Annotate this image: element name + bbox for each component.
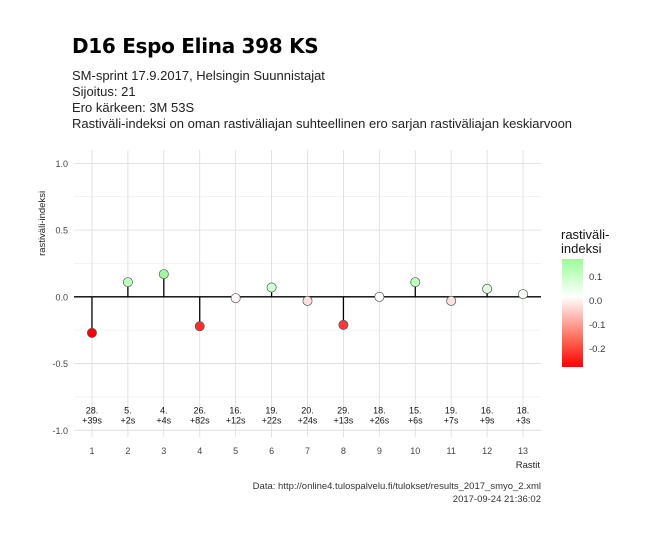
legend-title-line1: rastiväli- — [561, 227, 610, 242]
y-tick-label: -0.5 — [52, 359, 68, 369]
point-rank-label: 19. — [445, 406, 458, 416]
x-tick-label: 10 — [410, 446, 420, 456]
data-point — [302, 295, 313, 306]
x-tick-label: 5 — [233, 446, 238, 456]
point-diff-label: +39s — [82, 416, 102, 426]
subtitle-gap: Ero kärkeen: 3M 53S — [72, 100, 195, 115]
x-tick-label: 7 — [305, 446, 310, 456]
point-diff-label: +7s — [444, 416, 459, 426]
point-rank-label: 15. — [409, 406, 422, 416]
subtitle-description: Rastiväli-indeksi on oman rastiväliajan … — [72, 116, 573, 131]
x-tick-label: 3 — [161, 446, 166, 456]
data-point — [87, 327, 97, 338]
data-point — [230, 293, 241, 304]
point-rank-label: 19. — [265, 406, 278, 416]
x-tick-label: 4 — [197, 446, 202, 456]
y-tick-label: 1.0 — [55, 159, 68, 169]
point-rank-label: 5. — [124, 406, 132, 416]
point-rank-label: 16. — [229, 406, 242, 416]
chart-subtitle: SM-sprint 17.9.2017, Helsingin Suunnista… — [72, 68, 572, 132]
x-tick-label: 6 — [269, 446, 274, 456]
x-tick-label: 1 — [89, 446, 94, 456]
point-diff-label: +4s — [156, 416, 171, 426]
legend-title-line2: indeksi — [561, 241, 602, 256]
legend-tick-label: -0.1 — [589, 320, 606, 332]
point-rank-label: 18. — [373, 406, 386, 416]
chart-title: D16 Espo Elina 398 KS — [72, 34, 319, 58]
data-point — [266, 282, 277, 293]
data-point — [410, 277, 421, 288]
point-diff-label: +3s — [516, 416, 531, 426]
subtitle-rank: Sijoitus: 21 — [72, 84, 136, 99]
data-point — [158, 269, 169, 280]
point-rank-label: 28. — [86, 406, 99, 416]
data-point — [122, 277, 133, 288]
data-point — [446, 295, 457, 306]
data-point — [374, 291, 385, 302]
point-rank-label: 29. — [337, 406, 350, 416]
point-rank-label: 18. — [517, 406, 530, 416]
point-diff-label: +2s — [121, 416, 136, 426]
point-diff-label: +82s — [190, 416, 210, 426]
y-tick-label: 0.0 — [55, 292, 68, 302]
legend-tick-label: -0.2 — [589, 344, 606, 356]
point-diff-label: +22s — [262, 416, 282, 426]
point-rank-label: 4. — [160, 406, 168, 416]
y-axis-title: rastiväli-indeksi — [37, 191, 48, 256]
x-tick-label: 9 — [377, 446, 382, 456]
subtitle-event: SM-sprint 17.9.2017, Helsingin Suunnista… — [72, 68, 325, 83]
point-diff-label: +13s — [334, 416, 354, 426]
x-tick-label: 8 — [341, 446, 346, 456]
legend-title: rastiväli- indeksi — [561, 228, 609, 256]
caption-source: Data: http://online4.tulospalvelu.fi/tul… — [252, 481, 541, 492]
y-tick-label: -1.0 — [52, 426, 68, 436]
x-tick-label: 11 — [447, 446, 456, 456]
legend-colorbar — [562, 259, 583, 367]
chart-caption: Data: http://online4.tulospalvelu.fi/tul… — [253, 480, 541, 506]
data-point — [194, 321, 205, 332]
x-axis-title: Rastit — [516, 460, 541, 471]
y-tick-label: 0.5 — [55, 226, 68, 236]
point-rank-label: 16. — [481, 406, 494, 416]
point-rank-label: 26. — [193, 406, 206, 416]
x-tick-label: 12 — [482, 446, 492, 456]
point-diff-label: +26s — [369, 416, 389, 426]
point-diff-label: +6s — [408, 416, 423, 426]
point-diff-label: +12s — [226, 416, 246, 426]
legend-tick-label: 0.0 — [589, 296, 603, 308]
point-diff-label: +9s — [480, 416, 495, 426]
data-point — [482, 283, 493, 294]
x-tick-label: 2 — [125, 446, 130, 456]
caption-timestamp: 2017-09-24 21:36:02 — [452, 494, 541, 505]
data-point — [338, 319, 349, 330]
point-rank-label: 20. — [301, 406, 314, 416]
data-point — [518, 289, 528, 300]
legend-tick-label: 0.1 — [589, 272, 603, 284]
point-diff-label: +24s — [298, 416, 318, 426]
x-tick-label: 13 — [518, 446, 528, 456]
